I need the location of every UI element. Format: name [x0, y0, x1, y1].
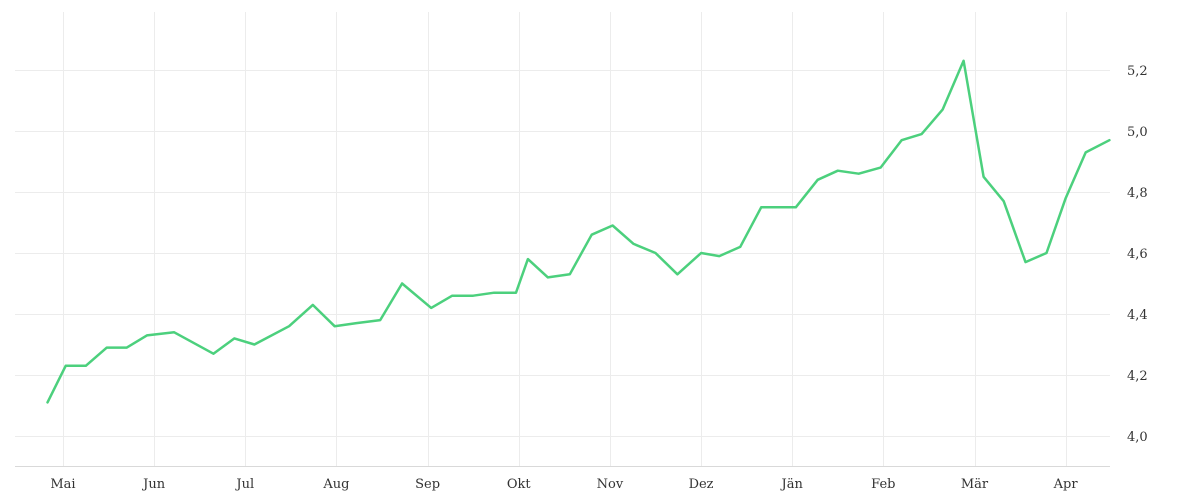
- y-tick-label: 4,0: [1127, 430, 1148, 445]
- x-tick-label: Apr: [1053, 477, 1079, 492]
- x-tick-label: Sep: [415, 477, 440, 492]
- y-tick-label: 4,8: [1127, 186, 1148, 201]
- x-gridlines: [63, 12, 1067, 466]
- x-tick-label: Mai: [50, 477, 75, 492]
- y-tick-label: 5,0: [1127, 125, 1148, 140]
- y-tick-labels: 4,0 4,2 4,4 4,6 4,8 5,0 5,2: [1127, 64, 1148, 445]
- x-tick-label: Dez: [689, 477, 714, 492]
- x-tick-label: Feb: [871, 477, 895, 492]
- x-tick-label: Aug: [322, 477, 349, 492]
- x-tick-label: Jul: [234, 477, 254, 492]
- x-tick-label: Nov: [597, 477, 624, 492]
- x-tick-label: Jän: [780, 477, 804, 492]
- x-tick-label: Okt: [507, 477, 532, 492]
- y-tick-label: 4,6: [1127, 247, 1148, 262]
- y-tick-label: 5,2: [1127, 64, 1148, 79]
- x-tick-labels: Mai Jun Jul Aug Sep Okt Nov Dez Jän Feb Mär Apr: [50, 477, 1078, 492]
- x-tick-label: Jun: [141, 477, 166, 492]
- y-tick-label: 4,2: [1127, 369, 1148, 384]
- x-tick-label: Mär: [961, 477, 989, 492]
- series-line-0: [46, 59, 1111, 404]
- y-tick-label: 4,4: [1127, 308, 1148, 323]
- series-layer: [46, 59, 1111, 404]
- y-gridlines: [15, 70, 1110, 437]
